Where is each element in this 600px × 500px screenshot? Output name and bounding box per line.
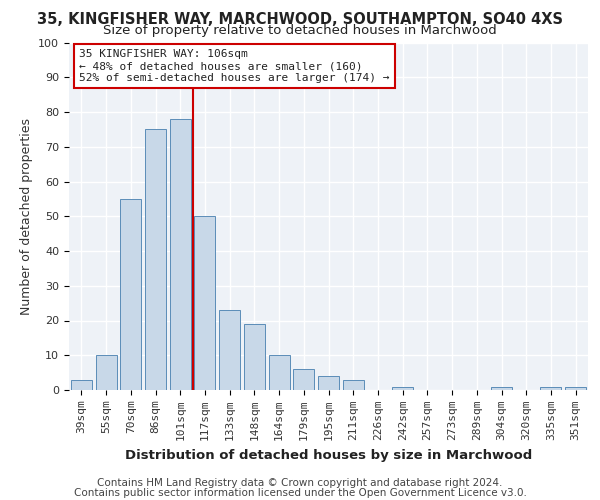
Bar <box>293 369 314 390</box>
Text: Contains public sector information licensed under the Open Government Licence v3: Contains public sector information licen… <box>74 488 526 498</box>
X-axis label: Distribution of detached houses by size in Marchwood: Distribution of detached houses by size … <box>125 448 532 462</box>
Bar <box>194 216 215 390</box>
Bar <box>71 380 92 390</box>
Bar <box>145 130 166 390</box>
Bar <box>392 386 413 390</box>
Bar <box>120 199 141 390</box>
Bar <box>541 386 562 390</box>
Bar <box>244 324 265 390</box>
Bar <box>318 376 339 390</box>
Bar <box>170 119 191 390</box>
Bar <box>491 386 512 390</box>
Bar <box>565 386 586 390</box>
Y-axis label: Number of detached properties: Number of detached properties <box>20 118 33 315</box>
Bar <box>343 380 364 390</box>
Text: Contains HM Land Registry data © Crown copyright and database right 2024.: Contains HM Land Registry data © Crown c… <box>97 478 503 488</box>
Text: Size of property relative to detached houses in Marchwood: Size of property relative to detached ho… <box>103 24 497 37</box>
Text: 35 KINGFISHER WAY: 106sqm
← 48% of detached houses are smaller (160)
52% of semi: 35 KINGFISHER WAY: 106sqm ← 48% of detac… <box>79 50 390 82</box>
Bar <box>95 355 116 390</box>
Bar <box>219 310 240 390</box>
Text: 35, KINGFISHER WAY, MARCHWOOD, SOUTHAMPTON, SO40 4XS: 35, KINGFISHER WAY, MARCHWOOD, SOUTHAMPT… <box>37 12 563 28</box>
Bar <box>269 355 290 390</box>
